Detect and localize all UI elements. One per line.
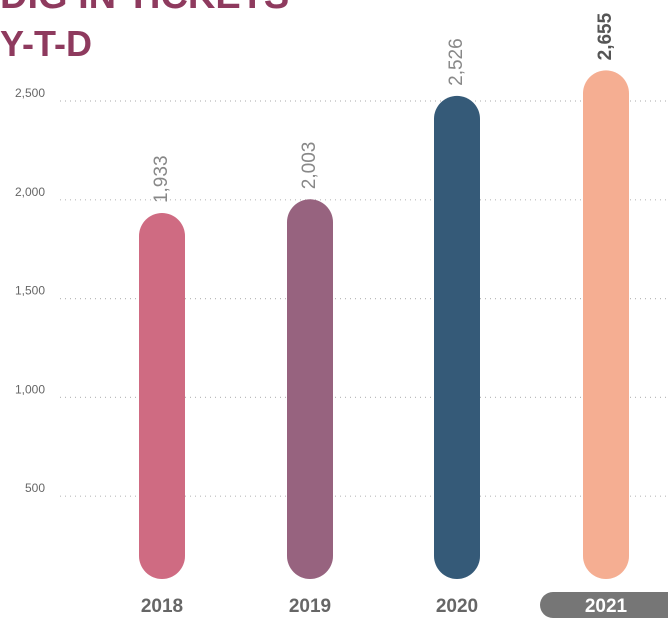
data-label: 2,655 (595, 12, 616, 60)
bar (434, 95, 480, 579)
y-tick-label: 2,500 (15, 86, 45, 100)
y-tick-label: 1,500 (15, 284, 45, 298)
data-label: 1,933 (151, 155, 172, 203)
x-tick-label: 2020 (436, 596, 478, 617)
bar (139, 213, 185, 580)
chart-subtitle: Y-T-D (0, 23, 92, 64)
y-tick-label: 500 (25, 481, 45, 495)
x-tick-label: 2018 (141, 596, 183, 617)
bar (287, 199, 333, 579)
y-tick-label: 1,000 (15, 382, 45, 396)
chart-title: DIG IN TICKETS (0, 0, 289, 17)
data-label: 2,526 (446, 38, 467, 86)
category-highlight (540, 592, 668, 618)
x-tick-label: 2019 (289, 596, 331, 617)
y-tick-label: 2,000 (15, 185, 45, 199)
bar (583, 70, 629, 579)
x-tick-label: 2021 (585, 596, 628, 617)
data-label: 2,003 (299, 142, 320, 190)
